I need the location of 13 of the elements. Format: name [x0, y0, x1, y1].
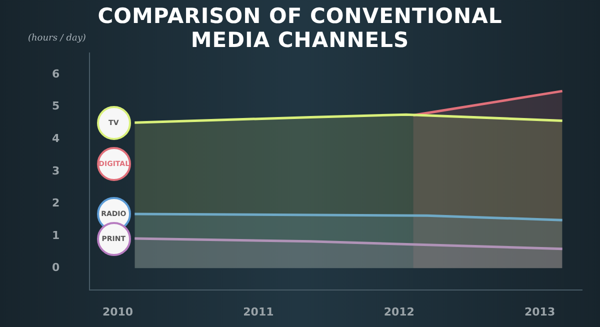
x-tick-label: 2012 — [384, 305, 414, 318]
x-tick-label: 2010 — [102, 305, 134, 318]
y-tick-label: 2 — [52, 196, 60, 210]
x-tick-label: 2013 — [524, 305, 556, 318]
y-tick-label: 6 — [52, 67, 60, 80]
y-axis-title: (hours / day) — [28, 33, 86, 44]
y-tick-label: 1 — [52, 228, 60, 242]
y-tick-label: 0 — [52, 261, 60, 274]
y-tick-label: 5 — [52, 100, 60, 113]
y-tick-label: 4 — [52, 132, 60, 145]
y-tick-label: 3 — [52, 164, 60, 178]
x-tick-label: 2011 — [243, 305, 274, 318]
chart-title: COMPARISON OF CONVENTIONAL MEDIA CHANNELS — [98, 4, 502, 52]
